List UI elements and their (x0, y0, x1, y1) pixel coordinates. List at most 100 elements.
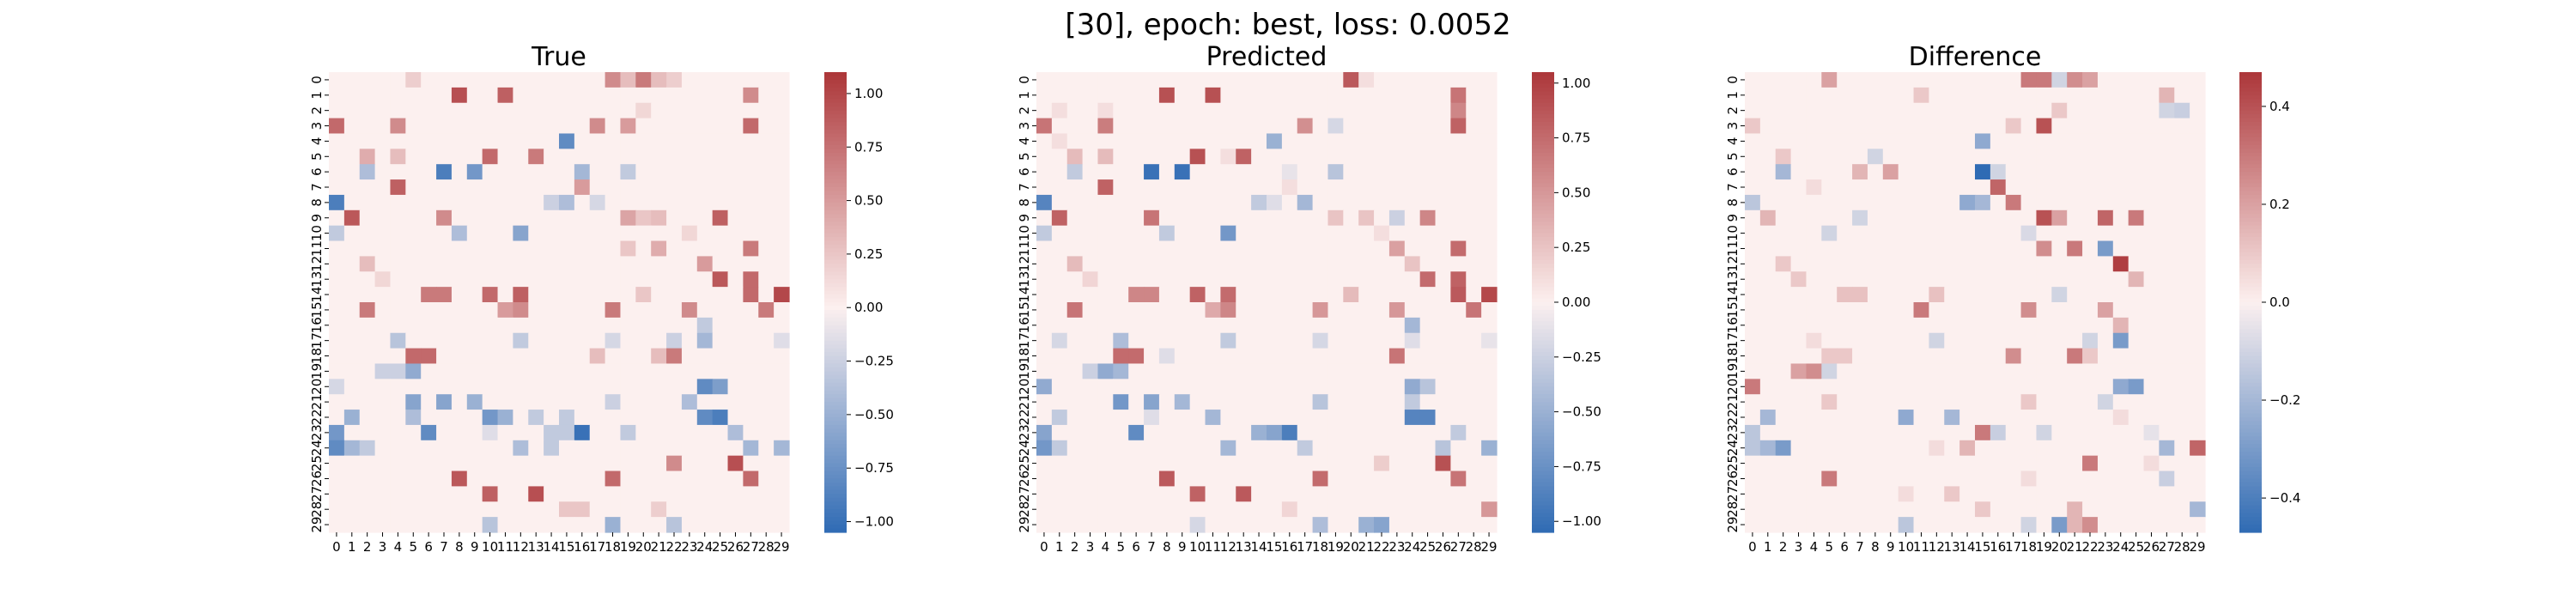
heatmap-cell (1236, 379, 1252, 395)
heatmap-cell (359, 102, 376, 119)
heatmap-cell (1450, 455, 1467, 472)
heatmap-cell (1220, 256, 1236, 272)
y-tick-label: 16 (309, 317, 325, 333)
heatmap-cell (1388, 179, 1406, 196)
heatmap-cell (635, 440, 652, 457)
heatmap-cell (1852, 118, 1868, 135)
heatmap-cell (1419, 517, 1437, 533)
heatmap-cell (1128, 517, 1145, 533)
heatmap-cell (589, 501, 606, 518)
heatmap-cell (1374, 164, 1390, 180)
y-tick-label: 23 (309, 424, 325, 440)
heatmap-cell (451, 164, 468, 180)
heatmap-cell (696, 209, 714, 227)
colorbar-segment (824, 256, 847, 261)
heatmap-cell (1404, 164, 1421, 180)
heatmap-cell (1051, 72, 1068, 88)
x-tick-label: 19 (620, 539, 636, 555)
heatmap-cell (1251, 240, 1267, 257)
colorbar-segment (2239, 398, 2262, 403)
heatmap-cell (421, 225, 437, 242)
heatmap-cell (1312, 455, 1329, 472)
heatmap-cell (559, 470, 575, 487)
heatmap-cell (1898, 363, 1915, 379)
heatmap-cell (1236, 501, 1252, 518)
colorbar-segment (1532, 329, 1554, 334)
heatmap-cell (513, 363, 529, 379)
heatmap-cell (343, 317, 361, 334)
heatmap-cell (559, 501, 575, 518)
heatmap-cell (1036, 363, 1053, 379)
heatmap-cell (712, 517, 729, 533)
colorbar-segment (824, 79, 847, 84)
x-tick-label: 10 (1189, 539, 1206, 555)
heatmap-cell (666, 133, 683, 149)
heatmap-cell (696, 225, 714, 242)
heatmap-cell (497, 194, 513, 211)
colorbar-segment (1532, 517, 1554, 522)
heatmap-cell (544, 302, 560, 319)
heatmap-cell (1882, 363, 1899, 379)
heatmap-cell (1404, 133, 1421, 149)
heatmap-cell (2067, 440, 2083, 457)
heatmap-cell (1867, 317, 1884, 334)
heatmap-cell (1821, 209, 1838, 227)
y-tick-label: 24 (1725, 440, 1741, 456)
heatmap-cell (1388, 225, 1406, 242)
heatmap-cell (1144, 302, 1160, 319)
heatmap-cell (1806, 240, 1822, 257)
heatmap-cell (1128, 440, 1145, 457)
heatmap-cell (1867, 102, 1884, 119)
heatmap-cell (1759, 133, 1777, 149)
heatmap-cell (513, 133, 529, 149)
heatmap-cell (1051, 149, 1068, 165)
heatmap-cell (712, 179, 729, 196)
colorbar-segment (1532, 363, 1554, 368)
heatmap-cell (1388, 287, 1406, 303)
heatmap-cell (436, 194, 453, 211)
colorbar-segment (824, 494, 847, 499)
heatmap-cell (466, 271, 483, 288)
heatmap-cell (574, 501, 591, 518)
heatmap-cell (1837, 225, 1853, 242)
heatmap-cell (1144, 194, 1160, 211)
heatmap-cell (666, 348, 683, 365)
heatmap-cell (1036, 302, 1053, 319)
heatmap-cell (466, 440, 483, 457)
colorbar-segment (1532, 279, 1554, 284)
x-tick-label: 12 (1220, 539, 1236, 555)
heatmap-cell (436, 240, 453, 257)
heatmap-cell (1419, 225, 1437, 242)
heatmap-cell (1097, 410, 1114, 426)
heatmap-cell (589, 410, 606, 426)
colorbar-segment (2239, 494, 2262, 499)
heatmap-cell (374, 194, 392, 211)
heatmap-cell (2005, 209, 2022, 227)
heatmap-cell (1082, 133, 1099, 149)
heatmap-cell (651, 410, 667, 426)
colorbar-segment (2239, 329, 2262, 334)
heatmap-cell (2128, 517, 2145, 533)
heatmap-cell (1790, 486, 1807, 502)
heatmap-cell (1297, 256, 1314, 272)
y-tick-label: 27 (1725, 486, 1741, 502)
heatmap-cell (1759, 501, 1777, 518)
heatmap-cell (666, 440, 683, 457)
heatmap-cell (1759, 179, 1777, 196)
heatmap-cell (2005, 271, 2022, 288)
heatmap-cell (374, 317, 392, 334)
heatmap-cell (1419, 302, 1437, 319)
heatmap-cell (1759, 240, 1777, 257)
heatmap-cell (343, 240, 361, 257)
heatmap-cell (1097, 209, 1114, 227)
x-tick-label: 27 (1450, 539, 1467, 555)
heatmap-cell (2005, 486, 2022, 502)
heatmap-cell (436, 379, 453, 395)
heatmap-cell (589, 179, 606, 196)
heatmap-cell (2082, 287, 2099, 303)
heatmap-cell (1082, 363, 1099, 379)
heatmap-cell (1419, 256, 1437, 272)
heatmap-cell (1435, 179, 1451, 196)
x-tick-label: 14 (1251, 539, 1267, 555)
heatmap-cell (374, 501, 392, 518)
